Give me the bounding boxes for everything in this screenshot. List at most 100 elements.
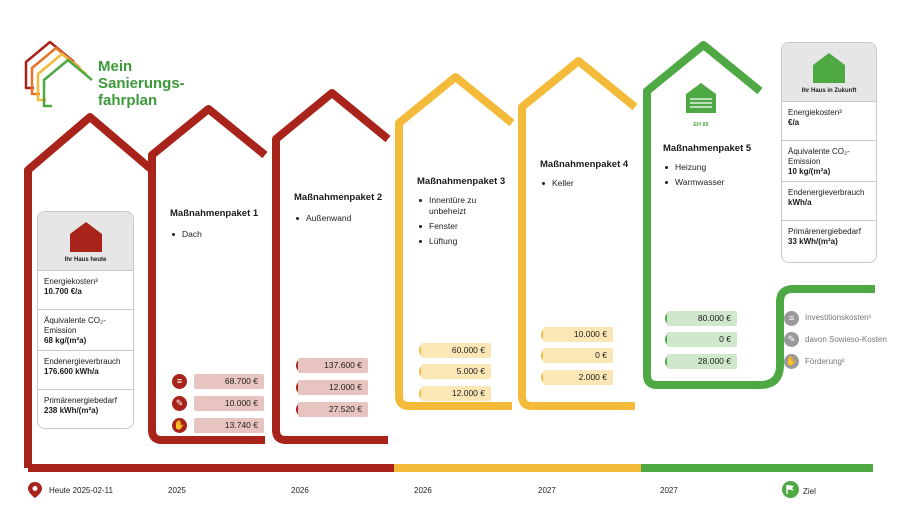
future-row-value: €/a xyxy=(788,118,800,127)
future-card-header: Ihr Haus in Zukunft xyxy=(782,43,876,101)
package-1-title: Maßnahmenpaket 1 xyxy=(170,208,259,219)
package-2-title: Maßnahmenpaket 2 xyxy=(294,192,383,203)
location-pin-icon xyxy=(27,481,43,499)
package-item: Innentüre zu unbeheizt xyxy=(417,195,497,217)
today-row-label: Endenergieverbrauch xyxy=(44,357,121,366)
year-label: 2026 xyxy=(414,486,432,495)
future-card-title: Ihr Haus in Zukunft xyxy=(801,88,857,94)
package-3: Maßnahmenpaket 3 Innentüre zu unbeheizt … xyxy=(417,176,505,251)
today-card-header: Ihr Haus heute xyxy=(38,212,133,270)
today-row-value: 68 kg/(m²a) xyxy=(44,336,87,345)
today-row-endenergie: Endenergieverbrauch 176.600 kWh/a xyxy=(38,350,133,389)
house-outline-package-1 xyxy=(148,105,268,444)
hand-coin-icon: ✋ xyxy=(172,418,187,433)
today-house-card: Ihr Haus heute Energiekosten³ 10.700 €/a… xyxy=(37,211,134,429)
today-row-label: Primärenergiebedarf xyxy=(44,396,117,405)
future-row-value: kWh/a xyxy=(788,198,812,207)
package-item: Lüftung xyxy=(417,236,497,247)
house-outline-package-5 xyxy=(643,41,763,389)
future-row-endenergie: Endenergieverbrauch kWh/a xyxy=(782,181,876,220)
today-row-label: Äquivalente CO₂-Emission xyxy=(44,316,106,335)
package-item: Heizung xyxy=(663,162,751,173)
package-2-items: Außenwand xyxy=(294,213,382,224)
package-1-invest: 68.700 € xyxy=(194,374,264,389)
future-row-energiekosten: Energiekosten³ €/a xyxy=(782,101,876,140)
package-item: Keller xyxy=(540,178,628,189)
today-row-label: Energiekosten³ xyxy=(44,277,98,286)
future-row-primaerenergie: Primärenergiebedarf 33 kWh/(m²a) xyxy=(782,220,876,259)
future-row-value: 10 kg/(m²a) xyxy=(788,167,831,176)
hand-coin-icon: ✋ xyxy=(784,354,799,369)
package-2-sowieso: 12.000 € xyxy=(298,380,368,395)
house-outline-package-4 xyxy=(518,57,638,410)
house-green-icon xyxy=(813,53,845,83)
package-item: Fenster xyxy=(417,221,497,232)
future-row-co2: Äquivalente CO₂-Emission 10 kg/(m²a) xyxy=(782,140,876,181)
house-outline-package-2 xyxy=(272,89,391,444)
package-1-foerderung: 13.740 € xyxy=(194,418,264,433)
package-5-foerderung: 28.000 € xyxy=(667,354,737,369)
package-2-foerderung: 27.520 € xyxy=(298,402,368,417)
package-4-foerderung: 2.000 € xyxy=(543,370,613,385)
coins-icon: ≡ xyxy=(784,311,799,326)
package-4-title: Maßnahmenpaket 4 xyxy=(540,159,629,170)
today-row-value: 176.600 kWh/a xyxy=(44,367,99,376)
package-5-items: Heizung Warmwasser xyxy=(663,162,751,188)
package-3-sowieso: 5.000 € xyxy=(421,364,491,379)
logo-title: Mein Sanierungs- fahrplan xyxy=(98,58,185,109)
package-4: Maßnahmenpaket 4 Keller xyxy=(540,159,628,193)
today-row-value: 10.700 €/a xyxy=(44,287,82,296)
package-2-invest: 137.600 € xyxy=(298,358,368,373)
future-row-label: Endenergieverbrauch xyxy=(788,188,865,197)
package-1-items: Dach xyxy=(170,229,258,240)
package-1-sowieso: 10.000 € xyxy=(194,396,264,411)
today-date-label: Heute 2025-02-11 xyxy=(49,486,113,495)
tools-icon: ✎ xyxy=(172,396,187,411)
package-item: Dach xyxy=(170,229,258,240)
future-row-label: Äquivalente CO₂-Emission xyxy=(788,147,850,166)
logo-line-1: Mein xyxy=(98,58,133,75)
package-5-invest: 80.000 € xyxy=(667,311,737,326)
house-efficiency-icon xyxy=(686,83,716,113)
house-outline-package-3 xyxy=(395,73,515,410)
today-row-energiekosten: Energiekosten³ 10.700 €/a xyxy=(38,270,133,309)
future-row-value: 33 kWh/(m²a) xyxy=(788,237,838,246)
logo-line-3: fahrplan xyxy=(98,92,158,109)
today-row-value: 238 kWh/(m²a) xyxy=(44,406,99,415)
package-3-items: Innentüre zu unbeheizt Fenster Lüftung xyxy=(417,195,497,247)
future-row-label: Primärenergiebedarf xyxy=(788,227,861,236)
package-3-foerderung: 12.000 € xyxy=(421,386,491,401)
coins-icon: ≡ xyxy=(172,374,187,389)
package-1: Maßnahmenpaket 1 Dach xyxy=(170,208,258,244)
goal-label: Ziel xyxy=(803,487,816,496)
tools-icon: ✎ xyxy=(784,332,799,347)
flag-icon xyxy=(782,481,799,498)
legend-sowieso: davon Sowieso-Kosten xyxy=(805,335,887,344)
year-label: 2027 xyxy=(660,486,678,495)
eh85-label: EH 85 xyxy=(693,122,709,128)
eh85-badge: EH 85 xyxy=(684,81,718,128)
package-5: Maßnahmenpaket 5 Heizung Warmwasser xyxy=(663,143,751,192)
package-4-items: Keller xyxy=(540,178,628,189)
year-label: 2026 xyxy=(291,486,309,495)
package-5-sowieso: 0 € xyxy=(667,332,737,347)
logo-house-outline xyxy=(42,58,93,108)
house-outline-today xyxy=(24,113,155,468)
year-label: 2025 xyxy=(168,486,186,495)
package-item: Außenwand xyxy=(294,213,382,224)
package-3-invest: 60.000 € xyxy=(421,343,491,358)
future-row-label: Energiekosten³ xyxy=(788,108,842,117)
today-row-co2: Äquivalente CO₂-Emission 68 kg/(m²a) xyxy=(38,309,133,350)
today-card-title: Ihr Haus heute xyxy=(64,257,107,263)
goal-connector xyxy=(759,285,875,389)
package-item: Warmwasser xyxy=(663,177,751,188)
today-row-primaerenergie: Primärenergiebedarf 238 kWh/(m²a) xyxy=(38,389,133,428)
house-red-icon xyxy=(70,222,102,252)
legend-foerderung: Förderung² xyxy=(805,357,845,366)
package-3-title: Maßnahmenpaket 3 xyxy=(417,176,506,187)
year-label: 2027 xyxy=(538,486,556,495)
package-2: Maßnahmenpaket 2 Außenwand xyxy=(294,192,382,228)
logo-line-2: Sanierungs- xyxy=(98,75,185,92)
package-4-sowieso: 0 € xyxy=(543,348,613,363)
